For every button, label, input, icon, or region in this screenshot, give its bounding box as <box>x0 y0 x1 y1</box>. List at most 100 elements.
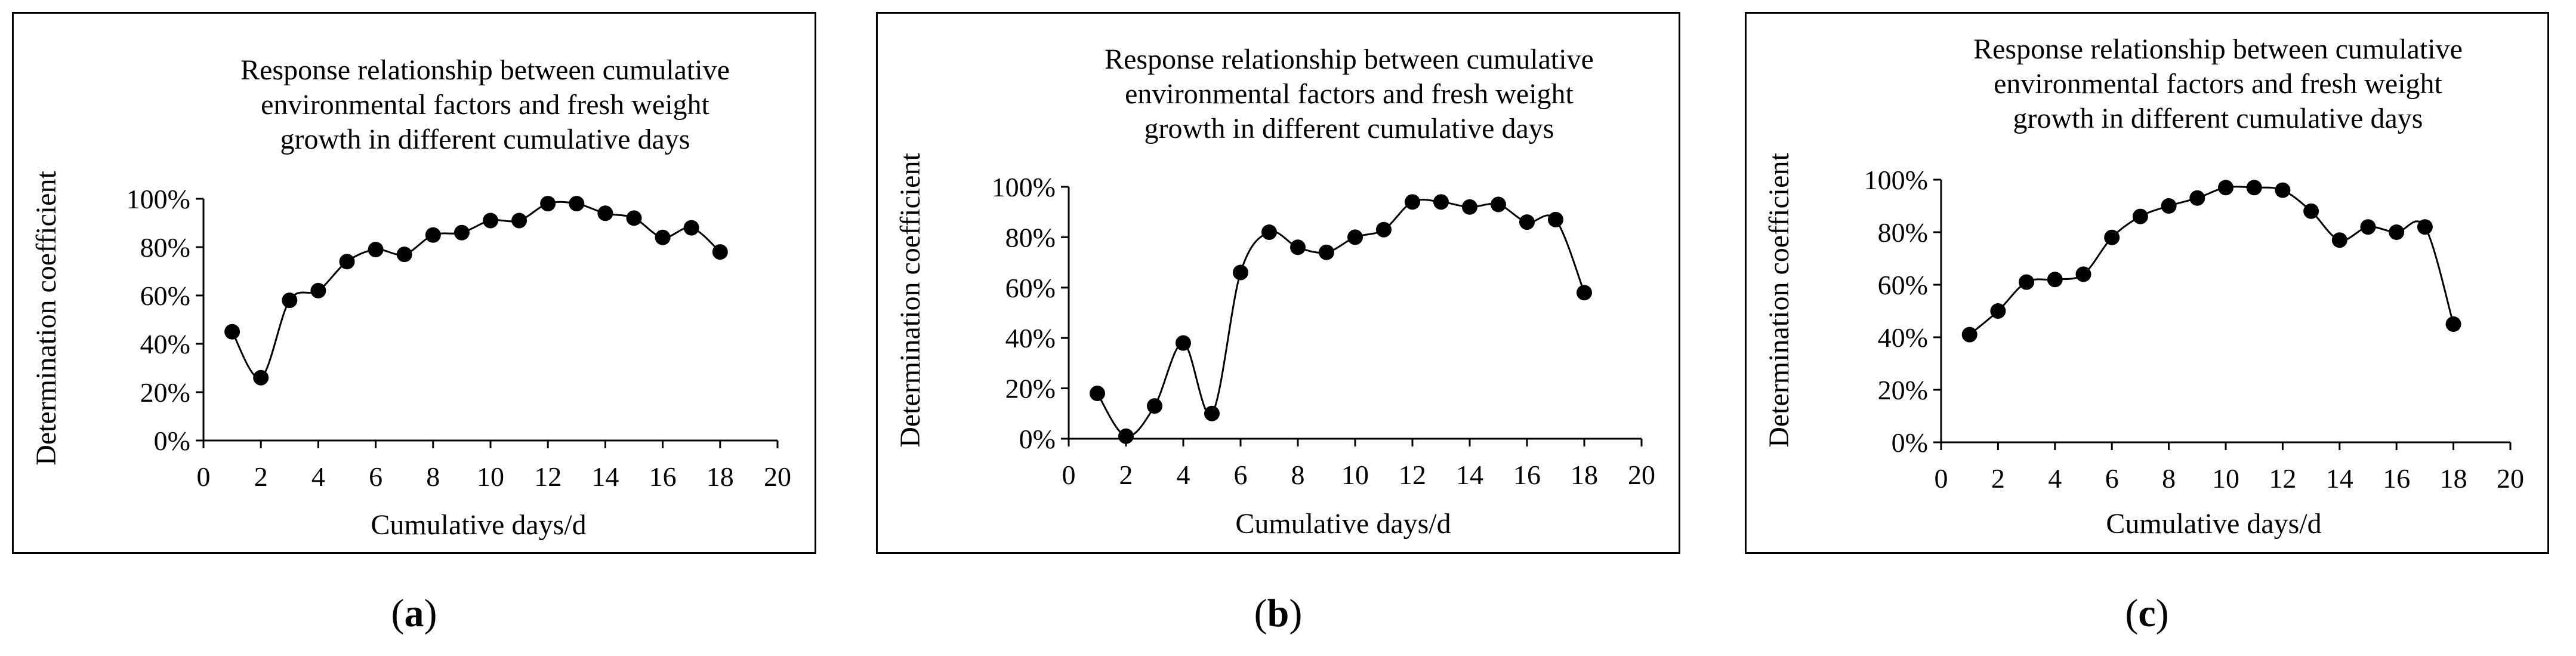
data-point-a <box>253 369 269 386</box>
chart-title-line-a: growth in different cumulative days <box>280 124 690 155</box>
data-point-c <box>2019 274 2035 290</box>
data-point-b <box>1090 386 1105 402</box>
chart-title-line-b: growth in different cumulative days <box>1144 113 1554 144</box>
data-point-c <box>2218 180 2233 196</box>
y-tick-label-b: 80% <box>1005 222 1056 252</box>
panel-caption-c: (c) <box>2125 592 2169 635</box>
data-point-a <box>425 227 441 243</box>
data-point-c <box>2075 266 2091 282</box>
y-tick-label-b: 40% <box>1005 323 1056 353</box>
data-point-b <box>1577 285 1592 301</box>
x-tick-label-c: 6 <box>2105 463 2119 494</box>
x-tick-label-c: 12 <box>2269 463 2296 494</box>
series-line-b <box>1096 199 1585 438</box>
data-point-b <box>1519 214 1535 230</box>
x-tick-label-b: 2 <box>1119 460 1133 490</box>
y-tick-label-c: 20% <box>1878 375 1928 405</box>
x-tick-label-a: 0 <box>197 461 211 492</box>
data-point-c <box>2246 180 2262 196</box>
data-point-a <box>454 224 470 241</box>
x-tick-label-b: 20 <box>1628 460 1655 490</box>
chart-title-line-c: growth in different cumulative days <box>2013 103 2423 134</box>
chart-title-line-a: Response relationship between cumulative <box>240 54 730 86</box>
series-line-a <box>231 201 721 379</box>
chart-title-line-a: environmental factors and fresh weight <box>261 89 709 121</box>
y-tick-label-b: 20% <box>1005 374 1056 404</box>
x-tick-label-a: 4 <box>311 461 325 492</box>
x-tick-label-a: 6 <box>369 461 382 492</box>
x-tick-label-a: 8 <box>426 461 440 492</box>
x-tick-label-b: 12 <box>1399 460 1426 490</box>
x-tick-label-b: 4 <box>1177 460 1190 490</box>
x-tick-label-a: 10 <box>477 461 504 492</box>
y-tick-label-b: 60% <box>1005 273 1056 303</box>
x-tick-label-b: 16 <box>1513 460 1541 490</box>
x-tick-label-b: 18 <box>1571 460 1598 490</box>
x-tick-label-c: 0 <box>1935 463 1948 494</box>
data-point-a <box>282 292 298 309</box>
data-point-b <box>1347 229 1363 245</box>
x-tick-label-c: 20 <box>2497 463 2524 494</box>
chart-svg-a: Response relationship between cumulative… <box>30 54 791 541</box>
data-point-a <box>339 254 355 270</box>
data-point-c <box>2389 224 2405 240</box>
data-point-c <box>2331 232 2347 248</box>
y-tick-label-a: 80% <box>140 232 190 263</box>
data-point-c <box>2303 203 2319 219</box>
x-tick-label-a: 16 <box>649 461 677 492</box>
data-point-a <box>597 205 613 221</box>
data-point-a <box>655 229 671 245</box>
x-tick-label-a: 12 <box>534 461 562 492</box>
y-tick-label-c: 100% <box>1864 165 1928 195</box>
x-tick-label-a: 18 <box>707 461 734 492</box>
y-axis-label-b: Determination coefficient <box>894 153 926 448</box>
y-axis-label-a: Determination coefficient <box>30 171 62 466</box>
x-tick-label-b: 14 <box>1456 460 1483 490</box>
chart-panel-b: Response relationship between cumulative… <box>876 12 1680 554</box>
data-point-a <box>368 242 384 258</box>
y-tick-label-c: 60% <box>1878 270 1928 300</box>
data-point-c <box>2445 316 2461 332</box>
data-point-c <box>2132 208 2148 224</box>
panel-label-c: c <box>2138 592 2156 635</box>
y-tick-label-a: 100% <box>127 184 190 214</box>
data-point-c <box>2360 219 2376 235</box>
x-tick-label-b: 10 <box>1341 460 1369 490</box>
data-point-b <box>1405 194 1420 210</box>
x-tick-label-a: 20 <box>764 461 791 492</box>
y-tick-label-a: 60% <box>140 281 190 311</box>
y-tick-label-c: 80% <box>1878 217 1928 248</box>
data-point-a <box>712 244 728 260</box>
panel-label-a: a <box>404 592 424 635</box>
chart-panel-a: Response relationship between cumulative… <box>12 12 816 554</box>
y-tick-label-c: 0% <box>1892 427 1928 458</box>
panel-caption-a: (a) <box>391 592 437 635</box>
data-point-a <box>396 247 412 263</box>
chart-title-line-c: environmental factors and fresh weight <box>1994 68 2442 100</box>
data-point-b <box>1176 335 1191 351</box>
data-point-b <box>1233 264 1248 281</box>
y-tick-label-c: 40% <box>1878 322 1928 353</box>
data-point-a <box>511 212 527 229</box>
x-tick-label-c: 4 <box>2048 463 2062 494</box>
data-point-a <box>683 220 699 236</box>
x-tick-label-a: 2 <box>254 461 268 492</box>
x-axis-label-c: Cumulative days/d <box>2106 508 2321 540</box>
data-point-c <box>2161 198 2177 214</box>
data-point-a <box>310 282 326 298</box>
x-tick-label-c: 18 <box>2440 463 2467 494</box>
data-point-b <box>1376 221 1392 238</box>
data-point-b <box>1433 194 1449 210</box>
x-tick-label-c: 10 <box>2212 463 2239 494</box>
x-tick-label-b: 6 <box>1234 460 1248 490</box>
panel-caption-b: (b) <box>1254 592 1303 635</box>
data-point-b <box>1204 405 1220 421</box>
data-point-a <box>626 210 642 226</box>
x-tick-label-c: 16 <box>2383 463 2410 494</box>
chart-title-line-b: Response relationship between cumulative <box>1105 44 1594 75</box>
x-tick-label-c: 14 <box>2326 463 2353 494</box>
data-point-b <box>1290 239 1306 255</box>
chart-title-line-b: environmental factors and fresh weight <box>1125 78 1574 110</box>
x-tick-label-c: 8 <box>2162 463 2176 494</box>
data-point-b <box>1491 196 1506 212</box>
